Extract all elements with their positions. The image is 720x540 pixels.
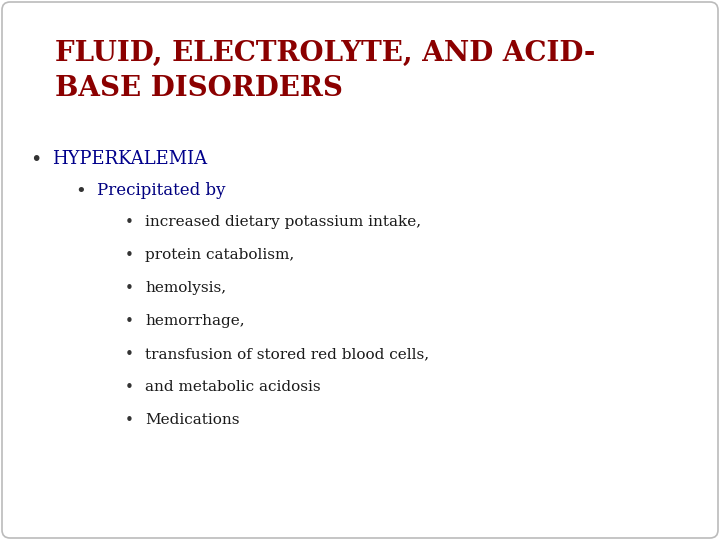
Text: •: • xyxy=(125,380,134,395)
Text: Precipitated by: Precipitated by xyxy=(97,182,225,199)
Text: •: • xyxy=(125,281,134,296)
Text: FLUID, ELECTROLYTE, AND ACID-: FLUID, ELECTROLYTE, AND ACID- xyxy=(55,40,595,67)
Text: transfusion of stored red blood cells,: transfusion of stored red blood cells, xyxy=(145,347,429,361)
Text: protein catabolism,: protein catabolism, xyxy=(145,248,294,262)
Text: •: • xyxy=(75,182,86,200)
Text: •: • xyxy=(125,314,134,329)
Text: hemolysis,: hemolysis, xyxy=(145,281,226,295)
Text: •: • xyxy=(125,347,134,362)
Text: Medications: Medications xyxy=(145,413,240,427)
Text: •: • xyxy=(125,248,134,263)
Text: hemorrhage,: hemorrhage, xyxy=(145,314,245,328)
Text: HYPERKALEMIA: HYPERKALEMIA xyxy=(52,150,207,168)
Text: BASE DISORDERS: BASE DISORDERS xyxy=(55,75,343,102)
Text: •: • xyxy=(125,215,134,230)
Text: •: • xyxy=(125,413,134,428)
Text: increased dietary potassium intake,: increased dietary potassium intake, xyxy=(145,215,421,229)
Text: •: • xyxy=(30,150,41,169)
Text: and metabolic acidosis: and metabolic acidosis xyxy=(145,380,320,394)
